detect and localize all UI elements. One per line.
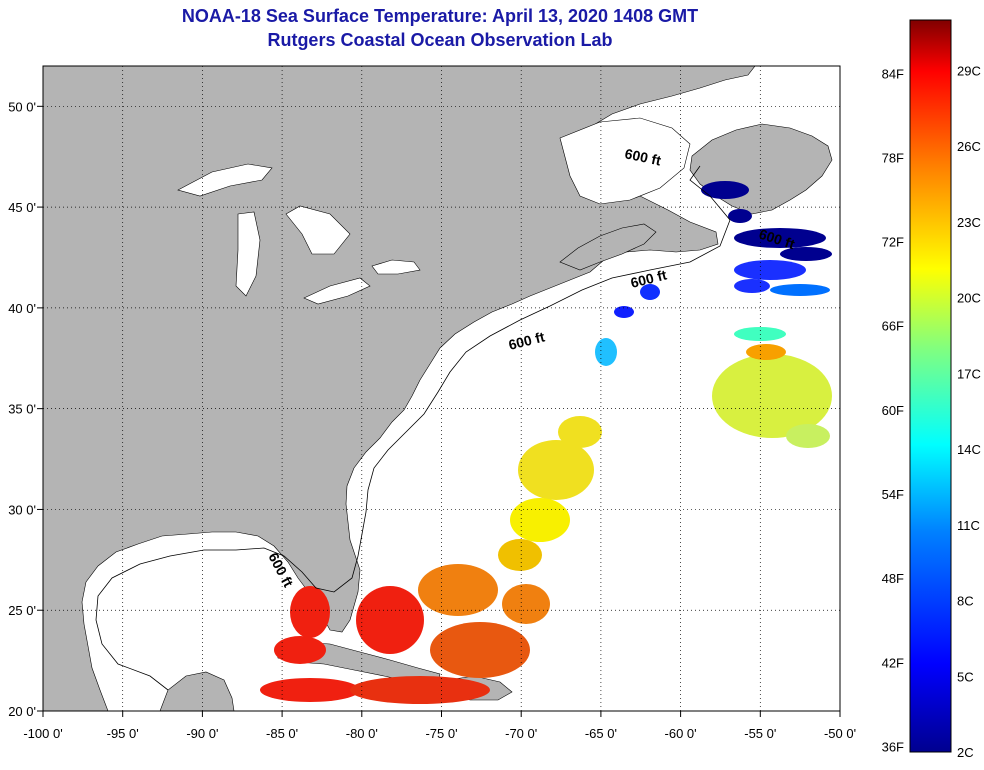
lon-tick-label: -75 0' bbox=[425, 726, 457, 741]
colorbar-label-c: 11C bbox=[957, 518, 980, 533]
great-lakes bbox=[177, 163, 421, 305]
colorbar-label-f: 60F bbox=[882, 403, 904, 418]
sst-patch-orange-south bbox=[418, 564, 550, 678]
land-nova-scotia bbox=[559, 223, 657, 271]
colorbar-label-f: 84F bbox=[882, 66, 904, 81]
colorbar-label-c: 29C bbox=[957, 63, 981, 78]
isobath-600ft bbox=[95, 165, 731, 691]
sst-patch-gulf-stream bbox=[498, 416, 602, 571]
contour-label-600ft: 600 ft bbox=[507, 328, 547, 352]
lon-tick-label: -100 0' bbox=[23, 726, 62, 741]
map-subtitle: Rutgers Coastal Ocean Observation Lab bbox=[267, 30, 613, 50]
lon-tick-label: -80 0' bbox=[346, 726, 378, 741]
lat-tick-label: 40 0' bbox=[8, 301, 36, 316]
colorbar-label-f: 36F bbox=[882, 739, 904, 754]
map-axes: -100 0' -95 0' -90 0' -85 0' -80 0' -75 0' -70… bbox=[8, 99, 856, 741]
sst-patch-red-caribbean bbox=[260, 586, 490, 704]
sst-patch-cold-newfoundland bbox=[701, 181, 832, 261]
sst-patch-warm-offshore bbox=[712, 344, 832, 448]
colorbar-label-c: 5C bbox=[957, 669, 974, 684]
lat-tick-label: 30 0' bbox=[8, 502, 36, 517]
lat-tick-label: 35 0' bbox=[8, 402, 36, 417]
colorbar-label-c: 23C bbox=[957, 215, 981, 230]
colorbar-label-f: 42F bbox=[882, 655, 904, 670]
lon-tick-label: -70 0' bbox=[505, 726, 537, 741]
sst-patches bbox=[260, 181, 832, 704]
colorbar: 84F 78F 72F 66F 60F 54F 48F 42F 36F 29C 26C 23C 20C 1… bbox=[882, 19, 981, 760]
lon-tick-label: -65 0' bbox=[585, 726, 617, 741]
lat-tick-label: 20 0' bbox=[8, 704, 36, 719]
lon-tick-label: -90 0' bbox=[186, 726, 218, 741]
colorbar-gradient bbox=[909, 19, 952, 753]
colorbar-label-f: 66F bbox=[882, 319, 904, 334]
lon-tick-label: -60 0' bbox=[665, 726, 697, 741]
colorbar-label-c: 26C bbox=[957, 139, 981, 154]
lat-tick-label: 25 0' bbox=[8, 603, 36, 618]
colorbar-label-f: 54F bbox=[882, 487, 904, 502]
gulf-st-lawrence bbox=[559, 117, 691, 205]
colorbar-label-c: 20C bbox=[957, 291, 981, 306]
lat-tick-label: 50 0' bbox=[8, 99, 36, 114]
colorbar-label-c: 14C bbox=[957, 442, 981, 457]
sst-patch-cold-grand-banks bbox=[614, 260, 830, 318]
land-yucatan bbox=[159, 671, 235, 711]
lon-tick-label: -55 0' bbox=[744, 726, 776, 741]
lon-tick-label: -95 0' bbox=[107, 726, 139, 741]
colorbar-label-c: 17C bbox=[957, 366, 981, 381]
lat-tick-label: 45 0' bbox=[8, 200, 36, 215]
map-title: NOAA-18 Sea Surface Temperature: April 1… bbox=[181, 6, 699, 26]
colorbar-label-f: 48F bbox=[882, 571, 904, 586]
lon-tick-label: -85 0' bbox=[266, 726, 298, 741]
contour-label-600ft: 600 ft bbox=[623, 145, 662, 168]
land-newfoundland bbox=[689, 123, 833, 215]
lon-tick-label: -50 0' bbox=[824, 726, 856, 741]
colorbar-label-c: 2C bbox=[957, 745, 974, 760]
colorbar-label-f: 78F bbox=[882, 150, 904, 165]
colorbar-label-f: 72F bbox=[882, 235, 904, 250]
colorbar-label-c: 8C bbox=[957, 594, 974, 609]
